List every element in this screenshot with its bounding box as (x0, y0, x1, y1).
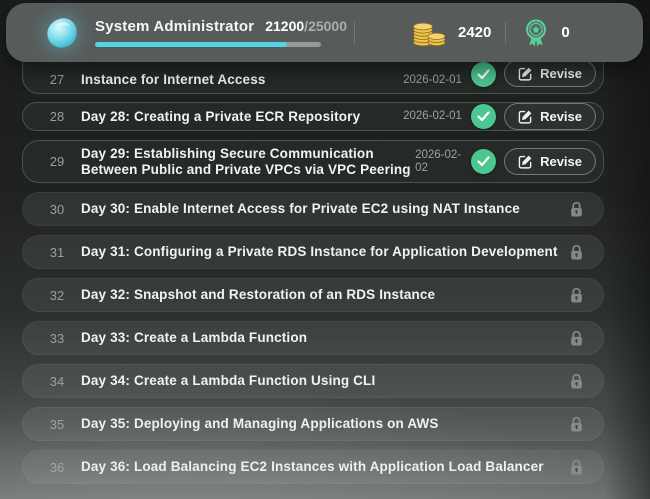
challenge-row-36[interactable]: 36 Day 36: Load Balancing EC2 Instances w… (22, 450, 604, 484)
coins-value: 2420 (458, 24, 492, 41)
xp-progress-fill (95, 42, 288, 47)
coins-stat: 2420 (412, 19, 491, 47)
revise-button-label: Revise (540, 66, 582, 81)
xp-counter: 21200/25000 (265, 18, 347, 34)
row-number: 34 (49, 373, 65, 389)
challenge-title: Day 34: Create a Lambda Function Using C… (81, 373, 376, 389)
challenge-title: Day 31: Configuring a Private RDS Instan… (81, 244, 558, 260)
edit-square-icon (518, 154, 533, 169)
header-divider (505, 21, 507, 44)
challenge-row-33[interactable]: 33 Day 33: Create a Lambda Function (22, 321, 604, 355)
xp-current: 21200 (265, 18, 305, 34)
completion-date: 2026-02-01 (403, 110, 462, 122)
row-number: 27 (49, 72, 65, 87)
lock-icon (569, 201, 584, 218)
xp-separator: / (304, 18, 309, 34)
challenge-row-28[interactable]: 28 Day 28: Creating a Private ECR Reposit… (22, 102, 604, 131)
profile-progress-block: System Administrator 21200/25000 (95, 18, 347, 47)
check-circle-icon (471, 62, 497, 87)
challenge-title: Instance for Internet Access (81, 71, 266, 87)
edit-square-icon (518, 109, 533, 124)
badges-value: 0 (561, 24, 570, 41)
badges-stat: 0 (523, 18, 570, 48)
row-number: 32 (49, 287, 65, 303)
completion-date: 2026-02-01 (403, 74, 462, 86)
xp-progress-bar (95, 42, 321, 47)
lock-icon (569, 330, 584, 347)
medal-ribbon-icon (523, 18, 549, 48)
lock-icon (569, 416, 584, 433)
row-number: 28 (49, 109, 65, 124)
profile-header: System Administrator 21200/25000 (6, 3, 643, 62)
challenge-title: Day 32: Snapshot and Restoration of an R… (81, 287, 436, 303)
completion-date: 2026-02-02 (415, 148, 462, 174)
challenge-row-35[interactable]: 35 Day 35: Deploying and Managing Applica… (22, 407, 604, 441)
revise-button-label: Revise (540, 154, 582, 169)
challenge-row-31[interactable]: 31 Day 31: Configuring a Private RDS Inst… (22, 235, 604, 269)
row-number: 35 (49, 416, 65, 432)
challenge-title: Day 35: Deploying and Managing Applicati… (81, 416, 439, 432)
row-number: 36 (49, 459, 65, 475)
droplet-logo-icon (45, 16, 79, 50)
row-number: 29 (49, 154, 65, 169)
coin-stack-icon (412, 19, 446, 47)
challenge-row-32[interactable]: 32 Day 32: Snapshot and Restoration of an… (22, 278, 604, 312)
revise-button[interactable]: Revise (504, 60, 596, 87)
revise-button[interactable]: Revise (504, 103, 596, 130)
lock-icon (569, 287, 584, 304)
profile-title: System Administrator (95, 18, 255, 35)
row-number: 31 (49, 244, 65, 260)
lock-icon (569, 244, 584, 261)
challenge-title: Day 29: Establishing Secure Communicatio… (81, 146, 411, 177)
xp-total: 25000 (308, 18, 347, 34)
check-circle-icon (471, 149, 497, 174)
challenge-title: Day 28: Creating a Private ECR Repositor… (81, 108, 361, 124)
row-number: 33 (49, 330, 65, 346)
revise-button[interactable]: Revise (504, 148, 596, 175)
challenge-title: Day 33: Create a Lambda Function (81, 330, 308, 346)
revise-button-label: Revise (540, 109, 582, 124)
challenge-title: Day 30: Enable Internet Access for Priva… (81, 201, 520, 217)
challenge-row-29[interactable]: 29 Day 29: Establishing Secure Communicat… (22, 140, 604, 183)
challenge-row-30[interactable]: 30 Day 30: Enable Internet Access for Pri… (22, 192, 604, 226)
check-circle-icon (471, 104, 497, 129)
edit-square-icon (518, 66, 533, 81)
lock-icon (569, 373, 584, 390)
challenge-list: 27 Instance for Internet Access 2026-02-01… (22, 36, 604, 493)
row-number: 30 (49, 201, 65, 217)
header-divider (354, 21, 355, 44)
challenge-title: Day 36: Load Balancing EC2 Instances wit… (81, 459, 544, 475)
challenge-row-34[interactable]: 34 Day 34: Create a Lambda Function Using… (22, 364, 604, 398)
lock-icon (569, 459, 584, 476)
